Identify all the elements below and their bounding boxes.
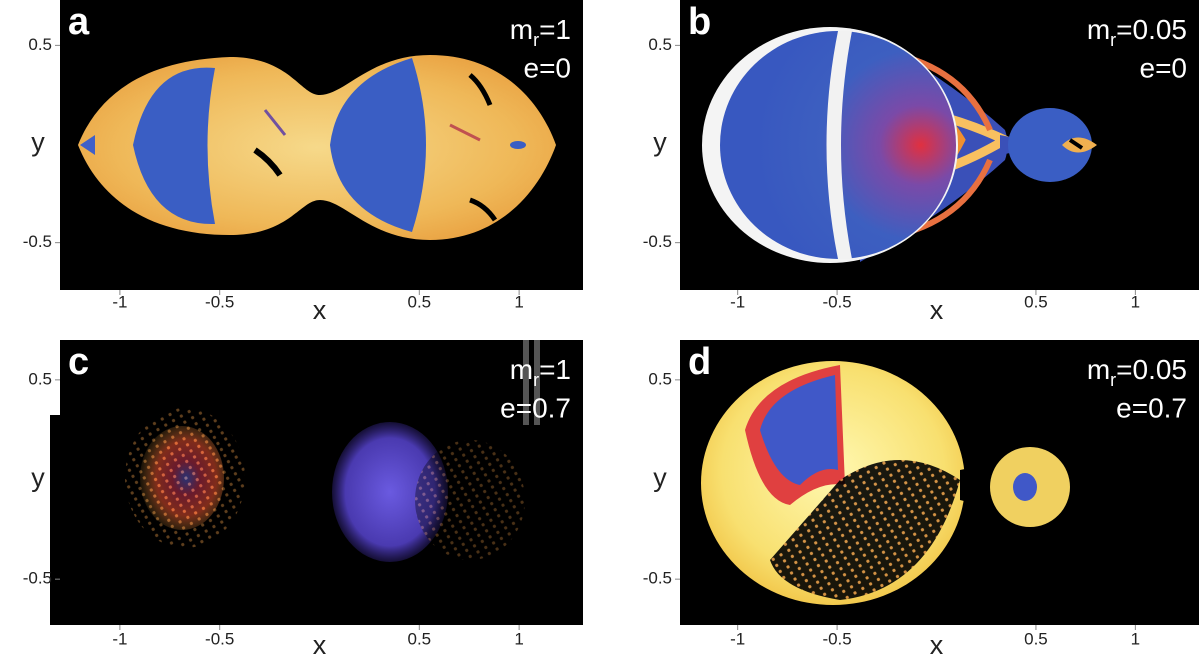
x-axis-label: x [930,295,944,325]
annotation-value: =0.05 [1116,354,1187,385]
panel-d-image [680,340,1199,625]
annotation-subscript: r [533,370,539,390]
annotation-symbol: m [1087,354,1110,385]
x-tick-label: -0.5 [205,292,234,311]
annotation: mr=1 [510,14,571,49]
x-axis-label: x [313,630,327,660]
annotation-value: =1 [539,14,571,45]
x-axis-label: x [930,630,944,660]
panel-c-image [50,340,583,625]
y-tick-label: 0.5 [648,369,672,388]
panel-a-image [60,0,583,290]
annotation: mr=0.05 [1087,354,1187,389]
panel-b-image [680,0,1199,290]
annotation-subscript: r [1110,370,1116,390]
x-tick-label: 1 [514,292,523,311]
y-tick-label: -0.5 [23,232,52,251]
x-tick-label: 0.5 [1024,629,1048,648]
x-tick-label: 0.5 [1024,292,1048,311]
annotation-2: e=0.7 [500,392,571,423]
y-axis-label: y [653,127,667,157]
x-tick-label: -1 [112,292,127,311]
annotation-symbol: m [510,354,533,385]
x-tick-label: 1 [1131,629,1140,648]
annotation-2: e=0.7 [1116,392,1187,423]
y-axis-label: y [653,463,667,493]
y-tick-label: 0.5 [28,35,52,54]
x-tick-label: 0.5 [407,292,431,311]
panel-label: b [688,1,711,43]
y-tick-label: -0.5 [23,569,52,588]
y-axis-label: y [31,463,45,493]
x-tick-label: -0.5 [205,629,234,648]
annotation-2: e=0 [524,52,572,83]
panel-label: c [68,341,89,383]
annotation-symbol: m [510,14,533,45]
annotation-subscript: r [533,30,539,50]
x-tick-label: 0.5 [407,629,431,648]
annotation-2: e=0 [1140,52,1188,83]
annotation-value: =1 [539,354,571,385]
y-tick-label: 0.5 [28,369,52,388]
y-axis-label: y [31,127,45,157]
annotation: mr=1 [510,354,571,389]
panel-label: a [68,1,90,43]
annotation-symbol: m [1087,14,1110,45]
y-tick-label: -0.5 [643,232,672,251]
annotation-subscript: r [1110,30,1116,50]
x-tick-label: -1 [112,629,127,648]
panel-label: d [688,341,711,383]
y-tick-label: -0.5 [643,569,672,588]
x-tick-label: -1 [730,629,745,648]
y-tick-label: 0.5 [648,35,672,54]
x-tick-label: 1 [1131,292,1140,311]
x-tick-label: 1 [514,629,523,648]
x-axis-label: x [313,295,327,325]
x-tick-label: -0.5 [822,292,851,311]
x-tick-label: -1 [730,292,745,311]
x-tick-label: -0.5 [822,629,851,648]
annotation-value: =0.05 [1116,14,1187,45]
annotation: mr=0.05 [1087,14,1187,49]
